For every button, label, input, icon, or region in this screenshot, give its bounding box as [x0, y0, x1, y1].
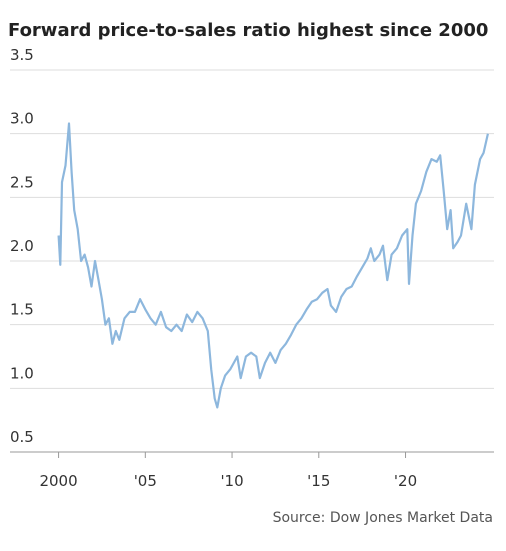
y-tick-label: 1.5	[10, 301, 34, 319]
y-tick-label: 3.5	[10, 46, 34, 64]
line	[57, 122, 489, 409]
y-tick-label: 2.5	[10, 173, 34, 191]
x-tick-label: '05	[134, 472, 157, 490]
chart-title: Forward price-to-sales ratio highest sin…	[8, 20, 488, 41]
y-tick-label: 1.0	[10, 364, 34, 382]
x-tick-label: '20	[394, 472, 417, 490]
x-tick-label: '10	[220, 472, 243, 490]
y-tick-label: 3.0	[10, 110, 34, 128]
y-tick-label: 2.0	[10, 237, 34, 255]
y-tick-label: 0.5	[10, 428, 34, 446]
x-tick-label: '15	[307, 472, 330, 490]
x-tick-label: 2000	[39, 472, 77, 490]
source: Source: Dow Jones Market Data	[273, 510, 493, 526]
